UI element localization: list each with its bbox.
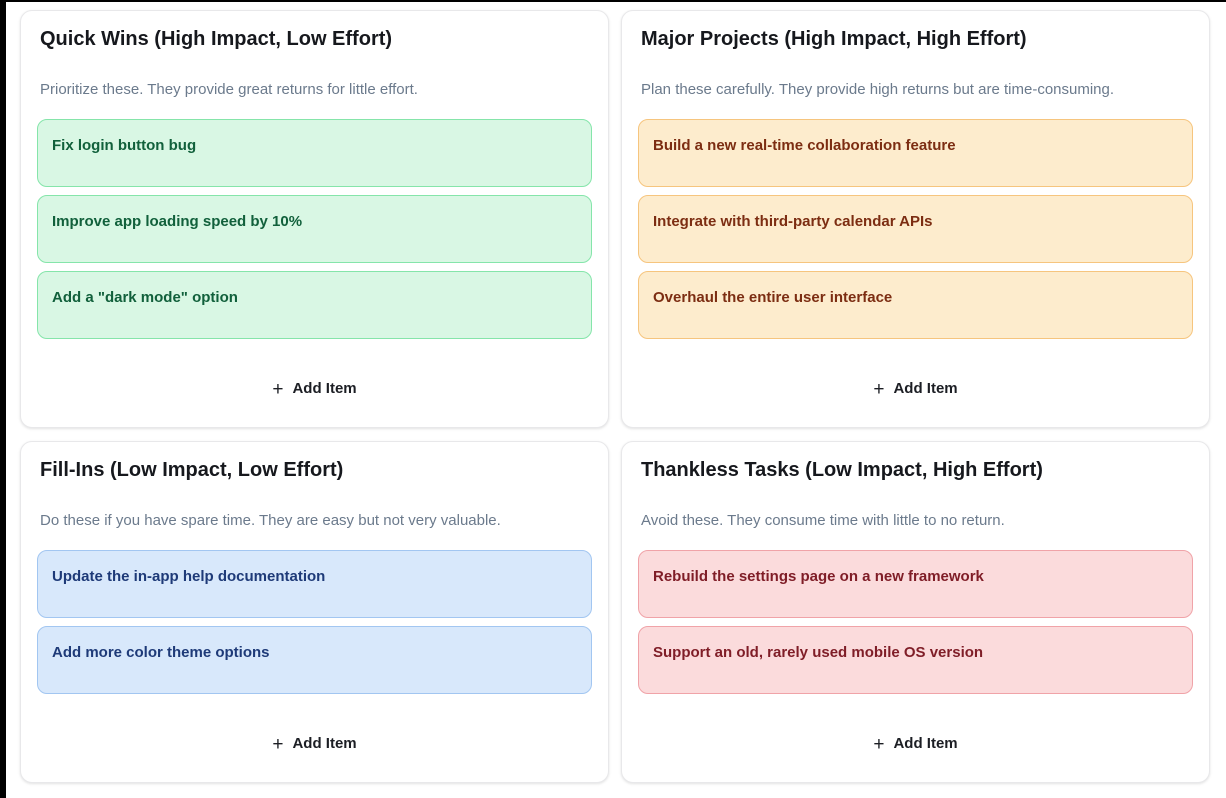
quadrant-description: Do these if you have spare time. They ar… bbox=[40, 512, 501, 529]
task-item-list: Update the in-app help documentation Add… bbox=[37, 550, 592, 694]
add-item-label: Add Item bbox=[292, 380, 357, 397]
add-item-button[interactable]: + Add Item bbox=[857, 367, 973, 411]
task-item-list: Rebuild the settings page on a new frame… bbox=[638, 550, 1193, 694]
task-item[interactable]: Add a "dark mode" option bbox=[37, 271, 592, 339]
priority-matrix-board: Quick Wins (High Impact, Low Effort) Pri… bbox=[6, 2, 1226, 795]
add-item-label: Add Item bbox=[893, 735, 958, 752]
task-item[interactable]: Add more color theme options bbox=[37, 626, 592, 694]
task-item-list: Build a new real-time collaboration feat… bbox=[638, 119, 1193, 339]
task-item[interactable]: Update the in-app help documentation bbox=[37, 550, 592, 618]
task-item[interactable]: Integrate with third-party calendar APIs bbox=[638, 195, 1193, 263]
task-item[interactable]: Support an old, rarely used mobile OS ve… bbox=[638, 626, 1193, 694]
add-item-label: Add Item bbox=[292, 735, 357, 752]
quadrant-card-thankless-tasks: Thankless Tasks (Low Impact, High Effort… bbox=[621, 441, 1210, 783]
task-item[interactable]: Build a new real-time collaboration feat… bbox=[638, 119, 1193, 187]
add-item-button[interactable]: + Add Item bbox=[857, 722, 973, 766]
quadrant-card-quick-wins: Quick Wins (High Impact, Low Effort) Pri… bbox=[20, 10, 609, 428]
quadrant-title: Thankless Tasks (Low Impact, High Effort… bbox=[641, 459, 1043, 481]
task-item[interactable]: Improve app loading speed by 10% bbox=[37, 195, 592, 263]
task-item-list: Fix login button bug Improve app loading… bbox=[37, 119, 592, 339]
task-item[interactable]: Overhaul the entire user interface bbox=[638, 271, 1193, 339]
add-item-button[interactable]: + Add Item bbox=[256, 722, 372, 766]
quadrant-description: Prioritize these. They provide great ret… bbox=[40, 81, 418, 98]
plus-icon: + bbox=[272, 378, 284, 400]
task-item[interactable]: Fix login button bug bbox=[37, 119, 592, 187]
quadrant-title: Fill-Ins (Low Impact, Low Effort) bbox=[40, 459, 344, 481]
plus-icon: + bbox=[873, 378, 885, 400]
quadrant-title: Major Projects (High Impact, High Effort… bbox=[641, 28, 1027, 50]
quadrant-title: Quick Wins (High Impact, Low Effort) bbox=[40, 28, 393, 50]
add-item-button[interactable]: + Add Item bbox=[256, 367, 372, 411]
plus-icon: + bbox=[272, 733, 284, 755]
quadrant-card-fill-ins: Fill-Ins (Low Impact, Low Effort) Do the… bbox=[20, 441, 609, 783]
add-item-label: Add Item bbox=[893, 380, 958, 397]
quadrant-description: Plan these carefully. They provide high … bbox=[641, 81, 1115, 98]
priority-matrix-page: Quick Wins (High Impact, Low Effort) Pri… bbox=[6, 2, 1226, 798]
task-item[interactable]: Rebuild the settings page on a new frame… bbox=[638, 550, 1193, 618]
plus-icon: + bbox=[873, 733, 885, 755]
quadrant-description: Avoid these. They consume time with litt… bbox=[641, 512, 1005, 529]
quadrant-card-major-projects: Major Projects (High Impact, High Effort… bbox=[621, 10, 1210, 428]
